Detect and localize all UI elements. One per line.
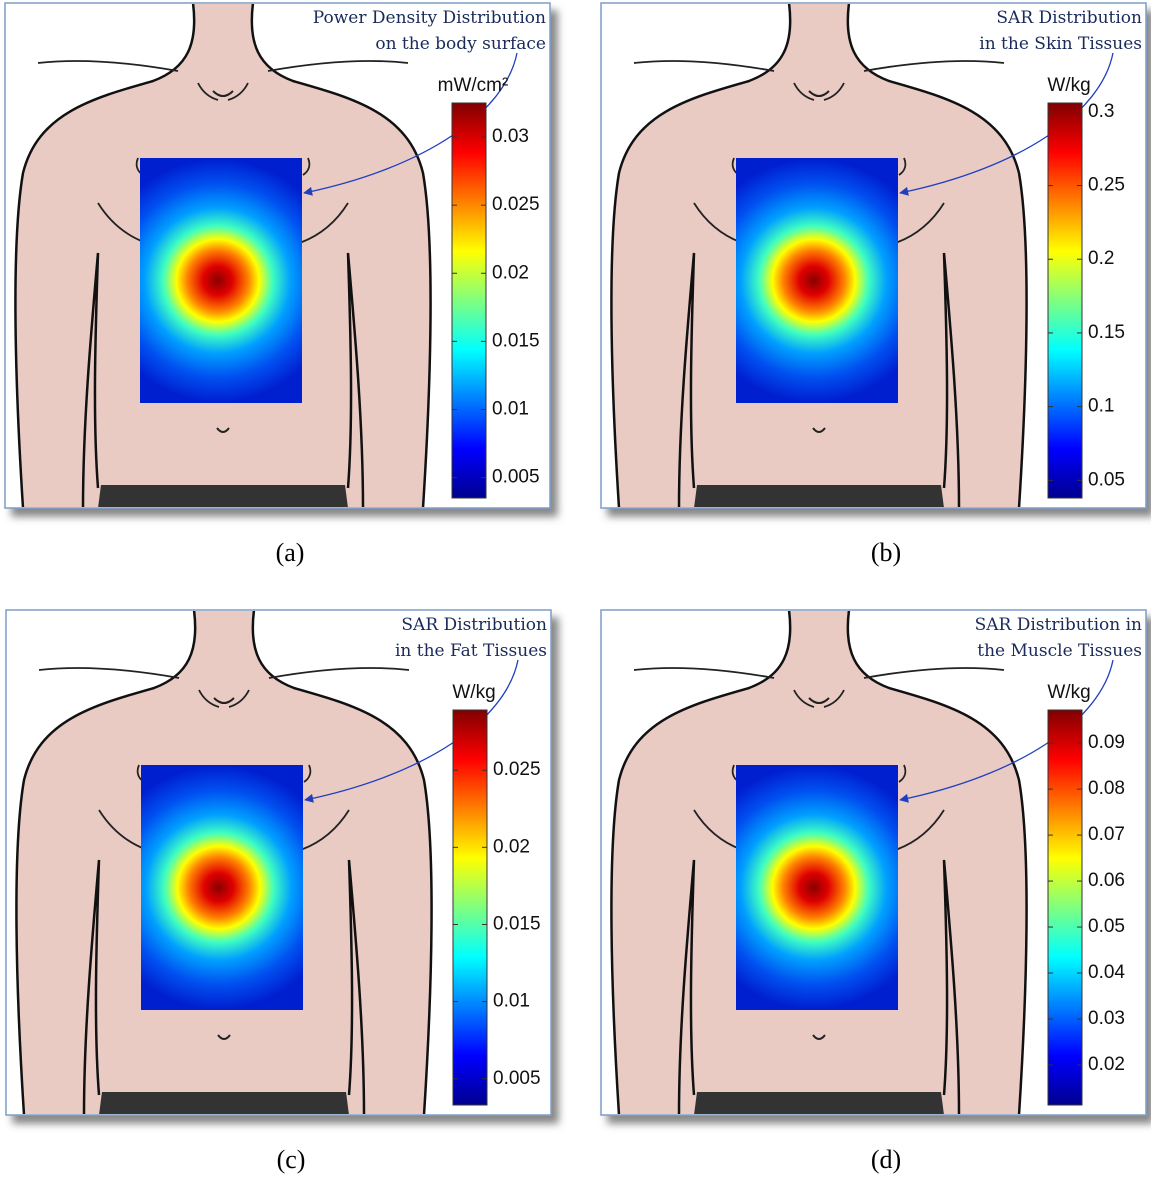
tick-label: 0.015 — [492, 330, 540, 351]
figure: Power Density Distribution on the body su… — [0, 0, 1151, 1192]
tick-label: 0.08 — [1088, 778, 1125, 799]
tick-label: 0.09 — [1088, 732, 1125, 753]
waistband — [223, 485, 348, 508]
colorbar-unit: W/kg — [1047, 682, 1090, 703]
tick-label: 0.07 — [1088, 824, 1125, 845]
tick-label: 0.04 — [1088, 962, 1125, 983]
colorbar — [1048, 710, 1082, 1105]
waistband — [98, 485, 223, 508]
tick-label: 0.05 — [1088, 916, 1125, 937]
tick-label: 0.15 — [1088, 322, 1125, 343]
annotation: Power Density Distribution — [313, 8, 546, 28]
panel: Power Density Distribution on the body su… — [5, 3, 550, 567]
colorbar — [452, 103, 486, 498]
tick-label: 0.1 — [1088, 396, 1114, 417]
tick-label: 0.2 — [1088, 248, 1114, 269]
tick-label: 0.05 — [1088, 469, 1125, 490]
caption: (b) — [871, 538, 901, 567]
annotation: the Muscle Tissues — [977, 641, 1142, 661]
annotation: SAR Distribution in — [975, 615, 1142, 635]
colorbar-unit: W/kg — [1047, 75, 1090, 96]
annotation: SAR Distribution — [401, 615, 547, 635]
waistband — [819, 1092, 944, 1115]
caption: (a) — [276, 538, 305, 567]
annotation: in the Fat Tissues — [395, 641, 547, 661]
panel: SAR Distribution in the Muscle Tissues W/k… — [601, 610, 1146, 1174]
tick-label: 0.25 — [1088, 175, 1125, 196]
annotation: SAR Distribution — [996, 8, 1142, 28]
waistband — [819, 485, 944, 508]
waistband — [224, 1092, 349, 1115]
tick-label: 0.02 — [493, 836, 530, 857]
panel: SAR Distribution in the Skin Tissues W/kg 0… — [601, 3, 1146, 567]
tick-label: 0.02 — [1088, 1054, 1125, 1075]
waistband — [694, 1092, 819, 1115]
tick-label: 0.02 — [492, 262, 529, 283]
caption: (c) — [277, 1145, 306, 1174]
tick-label: 0.005 — [493, 1068, 541, 1089]
tick-label: 0.3 — [1088, 101, 1114, 122]
tick-label: 0.015 — [493, 913, 541, 934]
waistband — [694, 485, 819, 508]
tick-label: 0.03 — [1088, 1008, 1125, 1029]
tick-label: 0.025 — [493, 759, 541, 780]
heatmap-image — [141, 765, 303, 1010]
tick-label: 0.01 — [493, 991, 530, 1012]
tick-label: 0.01 — [492, 398, 529, 419]
annotation: in the Skin Tissues — [979, 34, 1142, 54]
colorbar-unit: W/kg — [452, 682, 495, 703]
panel: SAR Distribution in the Fat Tissues W/kg 0.… — [6, 610, 551, 1174]
tick-label: 0.03 — [492, 126, 529, 147]
colorbar — [1048, 103, 1082, 498]
waistband — [99, 1092, 224, 1115]
colorbar-unit: mW/cm² — [438, 75, 509, 96]
tick-label: 0.005 — [492, 467, 540, 488]
tick-label: 0.025 — [492, 194, 540, 215]
heatmap-image — [736, 158, 898, 403]
colorbar — [453, 710, 487, 1105]
heatmap-image — [736, 765, 898, 1010]
caption: (d) — [871, 1145, 901, 1174]
annotation: on the body surface — [375, 34, 546, 54]
heatmap-image — [140, 158, 302, 403]
tick-label: 0.06 — [1088, 870, 1125, 891]
